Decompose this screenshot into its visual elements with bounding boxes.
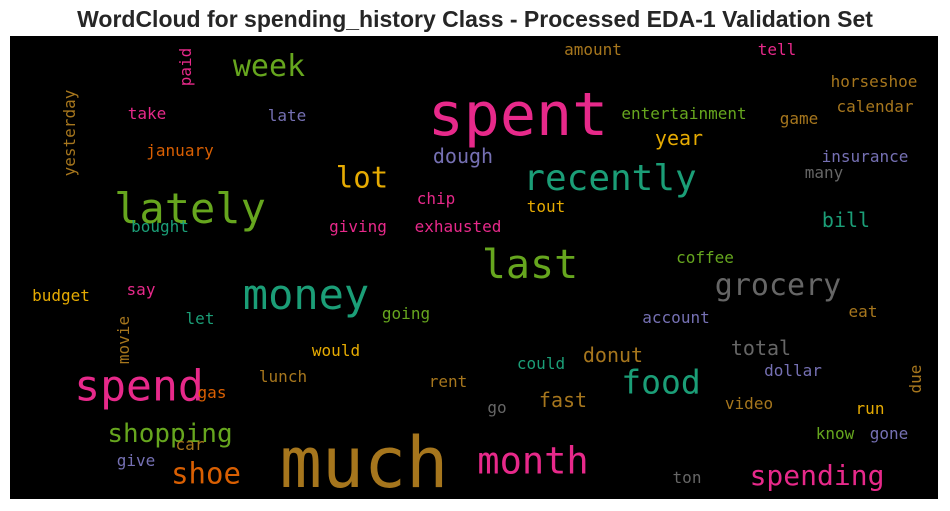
word-say: say — [126, 280, 156, 299]
word-entertainment: entertainment — [621, 104, 747, 123]
word-budget: budget — [32, 286, 90, 305]
word-video: video — [724, 394, 774, 413]
word-much: much — [279, 422, 449, 499]
word-bill: bill — [821, 208, 871, 232]
word-exhausted: exhausted — [414, 217, 502, 236]
word-total: total — [730, 336, 792, 360]
word-food: food — [621, 362, 701, 402]
word-giving: giving — [329, 217, 387, 236]
word-shopping: shopping — [107, 419, 233, 449]
word-month: month — [477, 439, 589, 483]
word-january: january — [146, 141, 214, 160]
word-shoe: shoe — [171, 456, 241, 491]
word-yesterday: yesterday — [60, 89, 79, 177]
word-going: going — [381, 304, 431, 323]
word-game: game — [779, 109, 819, 128]
word-account: account — [642, 308, 710, 327]
word-tout: tout — [526, 197, 566, 216]
word-money: money — [242, 270, 370, 319]
word-give: give — [116, 451, 156, 470]
chart-title: WordCloud for spending_history Class - P… — [77, 6, 873, 32]
word-spending: spending — [749, 459, 885, 492]
word-know: know — [815, 424, 855, 443]
word-late: late — [267, 106, 307, 125]
word-take: take — [127, 104, 167, 123]
word-lunch: lunch — [258, 367, 308, 386]
word-could: could — [516, 354, 566, 373]
word-tell: tell — [757, 40, 797, 59]
word-car: car — [175, 435, 205, 454]
word-rent: rent — [428, 372, 468, 391]
word-due: due — [906, 364, 925, 394]
word-spend: spend — [74, 361, 204, 412]
word-week: week — [232, 49, 306, 84]
word-last: last — [481, 242, 579, 288]
word-lot: lot — [335, 160, 389, 195]
word-dough: dough — [432, 144, 494, 168]
word-gas: gas — [197, 383, 227, 402]
word-movie: movie — [114, 315, 133, 365]
word-spent: spent — [427, 80, 609, 150]
word-many: many — [804, 163, 844, 182]
word-donut: donut — [582, 343, 644, 367]
word-chip: chip — [416, 189, 456, 208]
word-run: run — [855, 399, 885, 418]
word-ton: ton — [672, 468, 702, 487]
word-insurance: insurance — [821, 147, 909, 166]
word-would: would — [311, 341, 361, 360]
word-calendar: calendar — [836, 97, 914, 116]
word-eat: eat — [848, 302, 878, 321]
word-horseshoe: horseshoe — [830, 72, 918, 91]
word-go: go — [487, 398, 507, 417]
word-bought: bought — [131, 217, 189, 236]
wordcloud-canvas: much spent spend lately money last recently mon… — [10, 36, 938, 499]
word-let: let — [185, 309, 215, 328]
word-fast: fast — [538, 388, 588, 412]
word-dollar: dollar — [764, 361, 822, 380]
word-amount: amount — [564, 40, 622, 59]
word-paid: paid — [176, 47, 195, 87]
word-lately: lately — [114, 184, 266, 233]
word-grocery: grocery — [714, 268, 842, 303]
word-gone: gone — [869, 424, 909, 443]
word-coffee: coffee — [676, 248, 734, 267]
word-year: year — [654, 126, 704, 150]
word-recently: recently — [523, 158, 697, 199]
